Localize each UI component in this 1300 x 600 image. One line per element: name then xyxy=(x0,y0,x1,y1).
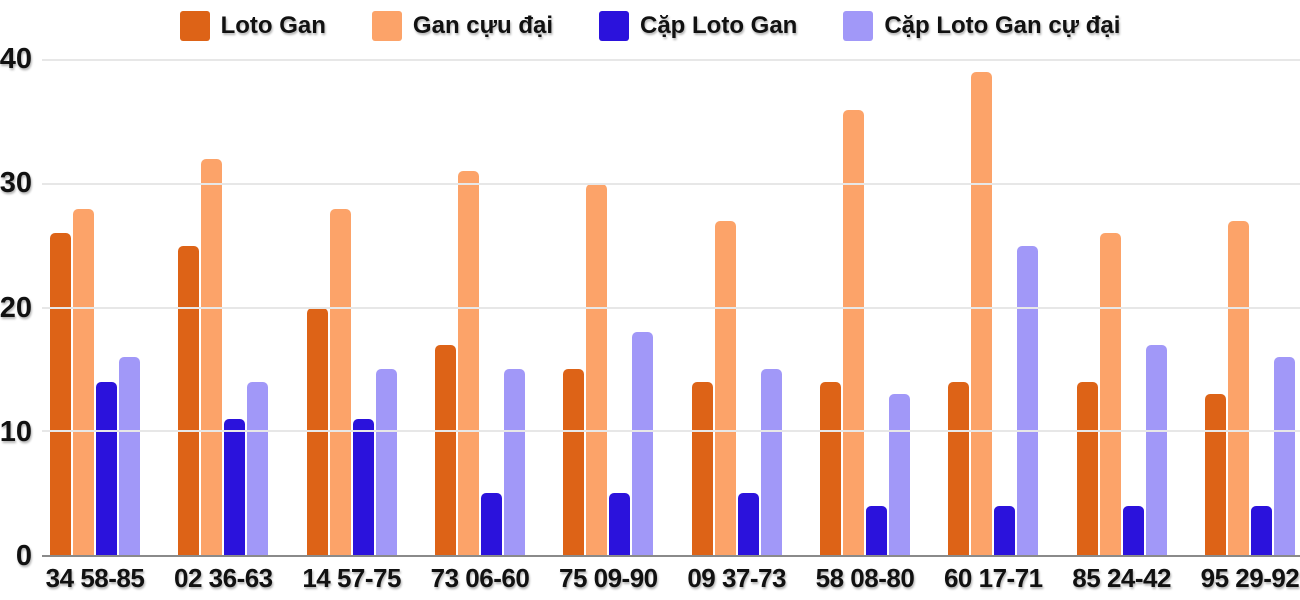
bar-series2-group3 xyxy=(480,493,502,555)
x-tick-label-1: 02 36-63 xyxy=(174,563,273,593)
bar-series0-group7 xyxy=(948,381,970,555)
gridline-20 xyxy=(42,306,1300,309)
bar-group-3: 73 06-60 xyxy=(431,60,530,593)
y-tick-label-40: 40 xyxy=(0,42,32,75)
x-tick-label-6: 58 08-80 xyxy=(815,563,915,593)
gridline-10 xyxy=(42,430,1300,433)
y-axis-labels: 0 10 20 30 40 xyxy=(0,43,36,572)
bar-series3-group5 xyxy=(760,369,782,555)
bar-series2-group5 xyxy=(737,493,759,555)
bar-series0-group0 xyxy=(50,233,71,555)
bar-series1-group1 xyxy=(201,159,223,555)
bar-series1-group8 xyxy=(1099,233,1121,555)
x-tick-label-3: 73 06-60 xyxy=(430,563,530,593)
x-tick-label-0: 34 58-85 xyxy=(45,563,145,593)
bar-series3-group2 xyxy=(375,369,397,555)
bar-series1-group4 xyxy=(586,183,608,555)
bar-series3-group8 xyxy=(1145,344,1167,555)
bar-series1-group7 xyxy=(971,72,993,555)
bar-series2-group8 xyxy=(1122,505,1144,555)
bar-series1-group3 xyxy=(457,171,479,555)
bar-series2-group9 xyxy=(1250,505,1272,555)
bar-series1-group5 xyxy=(714,220,736,555)
bar-group-6: 58 08-80 xyxy=(816,60,915,593)
legend-swatch-icon xyxy=(179,11,210,41)
bar-series1-group2 xyxy=(329,208,351,555)
bar-group-1: 02 36-63 xyxy=(174,60,273,593)
bar-series3-group3 xyxy=(503,369,525,555)
x-tick-label-9: 95 29-92 xyxy=(1200,563,1300,593)
x-tick-label-4: 75 09-90 xyxy=(558,563,658,593)
bar-group-4: 75 09-90 xyxy=(559,60,658,593)
bar-series2-group6 xyxy=(865,505,887,555)
y-tick-label-0: 0 xyxy=(15,539,32,572)
bar-series0-group6 xyxy=(819,381,841,555)
bar-series3-group6 xyxy=(888,394,910,555)
plot-area: 34 58-85 02 36-63 14 57-75 73 06-60 75 09-90… xyxy=(42,59,1300,593)
y-tick-label-20: 20 xyxy=(0,291,32,324)
legend-item-3[interactable]: Cặp Loto Gan cự đại xyxy=(843,11,1120,41)
bar-series2-group4 xyxy=(609,493,631,555)
bar-series2-group0 xyxy=(96,381,117,555)
legend-label: Loto Gan xyxy=(220,12,326,39)
bar-group-9: 95 29-92 xyxy=(1201,60,1300,593)
bar-group-7: 60 17-71 xyxy=(944,60,1043,593)
y-tick-label-30: 30 xyxy=(0,167,32,200)
bar-series3-group4 xyxy=(632,332,654,555)
legend-item-1[interactable]: Gan cựu đại xyxy=(371,11,553,41)
legend-swatch-icon xyxy=(371,11,402,41)
bar-series0-group8 xyxy=(1076,381,1098,555)
bar-group-5: 09 37-73 xyxy=(687,60,786,593)
x-tick-label-2: 14 57-75 xyxy=(302,563,401,593)
bar-series3-group7 xyxy=(1017,245,1039,555)
legend-item-2[interactable]: Cặp Loto Gan xyxy=(599,11,797,41)
gridline-30 xyxy=(42,182,1300,185)
legend-item-0[interactable]: Loto Gan xyxy=(179,11,326,41)
bar-series0-group4 xyxy=(563,369,585,555)
chart-legend: Loto Gan Gan cựu đại Cặp Loto Gan Cặp Loto … xyxy=(0,6,1300,46)
bar-series0-group9 xyxy=(1204,394,1226,555)
bar-series1-group0 xyxy=(73,208,94,555)
bar-group-0: 34 58-85 xyxy=(46,60,145,593)
x-tick-label-8: 85 24-42 xyxy=(1072,563,1171,593)
bar-series0-group3 xyxy=(434,344,456,555)
bar-series2-group1 xyxy=(224,418,246,555)
bar-series3-group1 xyxy=(247,381,269,555)
bar-group-2: 14 57-75 xyxy=(302,60,401,593)
bar-series3-group9 xyxy=(1273,357,1295,555)
bar-series3-group0 xyxy=(119,357,140,555)
x-tick-label-7: 60 17-71 xyxy=(943,563,1043,593)
legend-label: Cặp Loto Gan cự đại xyxy=(884,12,1121,39)
gridline-40 xyxy=(42,59,1300,61)
bar-series0-group5 xyxy=(691,381,713,555)
bar-series2-group2 xyxy=(352,418,374,555)
bar-series2-group7 xyxy=(994,505,1016,555)
bar-groups: 34 58-85 02 36-63 14 57-75 73 06-60 75 09-90… xyxy=(42,60,1300,593)
bar-series0-group1 xyxy=(178,245,200,555)
x-tick-label-5: 09 37-73 xyxy=(687,563,786,593)
bar-series1-group6 xyxy=(842,109,864,555)
legend-swatch-icon xyxy=(843,11,874,41)
legend-swatch-icon xyxy=(599,11,629,41)
y-tick-label-10: 10 xyxy=(0,415,32,448)
bar-group-8: 85 24-42 xyxy=(1072,60,1171,593)
legend-label: Gan cựu đại xyxy=(412,12,553,39)
bar-series1-group9 xyxy=(1227,220,1249,555)
legend-label: Cặp Loto Gan xyxy=(640,12,798,39)
